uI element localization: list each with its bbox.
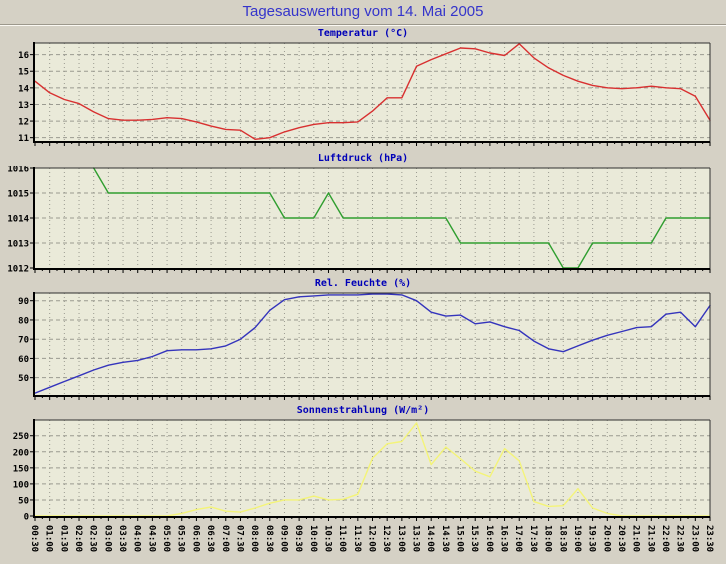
svg-text:12: 12 — [18, 118, 29, 128]
chart-section-pressure: Luftdruck (hPa) 1012 1013 1014 1015 1016 — [0, 151, 726, 276]
svg-text:12:30: 12:30 — [381, 525, 391, 552]
chart-section-humidity: Rel. Feuchte (%) 50 60 70 80 90 — [0, 276, 726, 403]
svg-text:08:00: 08:00 — [249, 525, 259, 552]
svg-text:19:00: 19:00 — [572, 525, 582, 552]
svg-text:1013: 1013 — [7, 240, 29, 250]
svg-text:70: 70 — [18, 336, 29, 346]
svg-text:13:00: 13:00 — [396, 525, 406, 552]
title-separator — [0, 24, 726, 26]
svg-text:16:00: 16:00 — [484, 525, 494, 552]
svg-text:10:00: 10:00 — [308, 525, 318, 552]
svg-text:15: 15 — [18, 68, 29, 78]
svg-text:16: 16 — [18, 51, 29, 61]
chart-title-humidity: Rel. Feuchte (%) — [314, 278, 412, 289]
svg-text:21:00: 21:00 — [631, 525, 641, 552]
svg-text:18:30: 18:30 — [557, 525, 567, 552]
svg-text:22:00: 22:00 — [660, 525, 670, 552]
svg-text:03:00: 03:00 — [102, 525, 112, 552]
svg-text:23:00: 23:00 — [689, 525, 699, 552]
svg-text:02:00: 02:00 — [73, 525, 83, 552]
svg-text:09:30: 09:30 — [293, 525, 303, 552]
svg-text:04:00: 04:00 — [132, 525, 142, 552]
svg-text:02:30: 02:30 — [88, 525, 98, 552]
svg-text:1016: 1016 — [7, 166, 29, 175]
svg-text:1014: 1014 — [7, 215, 29, 225]
svg-text:05:30: 05:30 — [176, 525, 186, 552]
chart-section-temperature: Temperatur (°C) 11 12 13 14 15 16 — [0, 26, 726, 151]
svg-text:100: 100 — [13, 480, 29, 490]
svg-text:200: 200 — [13, 448, 29, 458]
svg-text:01:00: 01:00 — [44, 525, 54, 552]
svg-text:23:30: 23:30 — [704, 525, 714, 552]
svg-text:0: 0 — [24, 513, 29, 523]
chart-title-radiation: Sonnenstrahlung (W/m²) — [296, 405, 430, 416]
svg-text:20:30: 20:30 — [616, 525, 626, 552]
svg-text:14: 14 — [18, 84, 29, 94]
svg-text:90: 90 — [18, 297, 29, 307]
pressure-line-chart: 1012 1013 1014 1015 1016 — [7, 166, 711, 275]
svg-text:17:30: 17:30 — [528, 525, 538, 552]
svg-text:250: 250 — [13, 432, 29, 442]
svg-text:07:00: 07:00 — [220, 525, 230, 552]
radiation-line-chart: 0 50 100 150 200 250 00:30 01:00 01:30 02:00 02:30… — [13, 419, 714, 552]
svg-text:18:00: 18:00 — [543, 525, 553, 552]
svg-text:50: 50 — [18, 496, 29, 506]
svg-text:60: 60 — [18, 355, 29, 365]
svg-text:10:30: 10:30 — [322, 525, 332, 552]
svg-text:17:00: 17:00 — [513, 525, 523, 552]
chart-title-temperature: Temperatur (°C) — [317, 28, 409, 39]
svg-text:16:30: 16:30 — [499, 525, 509, 552]
svg-text:15:00: 15:00 — [455, 525, 465, 552]
svg-text:50: 50 — [18, 374, 29, 384]
svg-text:01:30: 01:30 — [58, 525, 68, 552]
svg-text:06:00: 06:00 — [190, 525, 200, 552]
chart-title-pressure: Luftdruck (hPa) — [317, 153, 409, 164]
chart-section-radiation: Sonnenstrahlung (W/m²) 0 50 100 150 200 250 00… — [0, 403, 726, 564]
humidity-line-chart: 50 60 70 80 90 — [18, 292, 711, 400]
svg-text:11: 11 — [18, 134, 29, 144]
svg-text:20:00: 20:00 — [601, 525, 611, 552]
svg-text:15:30: 15:30 — [469, 525, 479, 552]
svg-text:80: 80 — [18, 316, 29, 326]
svg-text:06:30: 06:30 — [205, 525, 215, 552]
svg-text:07:30: 07:30 — [234, 525, 244, 552]
svg-text:150: 150 — [13, 464, 29, 474]
svg-text:08:30: 08:30 — [264, 525, 274, 552]
svg-text:1012: 1012 — [7, 265, 29, 275]
svg-text:13: 13 — [18, 101, 29, 111]
page-title: Tagesauswertung vom 14. Mai 2005 — [242, 3, 484, 20]
temperature-line-chart: 11 12 13 14 15 16 — [18, 42, 711, 146]
svg-text:22:30: 22:30 — [675, 525, 685, 552]
svg-text:11:30: 11:30 — [352, 525, 362, 552]
svg-text:19:30: 19:30 — [587, 525, 597, 552]
svg-text:05:00: 05:00 — [161, 525, 171, 552]
svg-text:12:00: 12:00 — [367, 525, 377, 552]
svg-text:11:00: 11:00 — [337, 525, 347, 552]
svg-text:00:30: 00:30 — [29, 525, 39, 552]
svg-text:21:30: 21:30 — [645, 525, 655, 552]
svg-text:09:00: 09:00 — [278, 525, 288, 552]
svg-text:13:30: 13:30 — [411, 525, 421, 552]
svg-text:14:30: 14:30 — [440, 525, 450, 552]
svg-text:03:30: 03:30 — [117, 525, 127, 552]
svg-text:04:30: 04:30 — [146, 525, 156, 552]
svg-text:14:00: 14:00 — [425, 525, 435, 552]
svg-text:1015: 1015 — [7, 190, 29, 200]
